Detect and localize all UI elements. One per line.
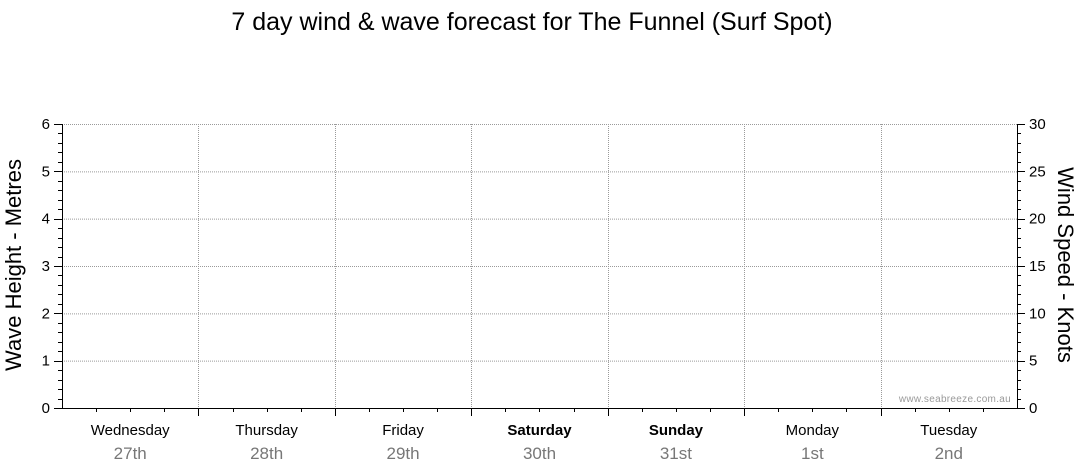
day-date-label: 29th xyxy=(387,444,420,463)
day-date-label: 2nd xyxy=(935,444,963,463)
right-tick-label: 0 xyxy=(1029,400,1037,417)
right-tick-label: 25 xyxy=(1029,163,1046,180)
chart-title: 7 day wind & wave forecast for The Funne… xyxy=(231,8,832,36)
right-tick-label: 30 xyxy=(1029,116,1046,133)
day-date-label: 1st xyxy=(801,444,824,463)
grid-lines xyxy=(62,124,1017,408)
day-name-label: Sunday xyxy=(649,422,704,439)
right-tick-label: 5 xyxy=(1029,353,1037,370)
left-tick-label: 0 xyxy=(42,400,50,417)
axes xyxy=(62,124,1018,416)
left-tick-label: 6 xyxy=(42,116,50,133)
day-name-label: Thursday xyxy=(235,422,298,439)
day-date-label: 31st xyxy=(660,444,692,463)
day-date-label: 27th xyxy=(114,444,147,463)
right-tick-label: 15 xyxy=(1029,258,1046,275)
day-name-label: Saturday xyxy=(507,422,572,439)
left-tick-label: 1 xyxy=(42,353,50,370)
left-axis-ticks: 0 1 2 3 4 5 6 xyxy=(42,116,62,417)
left-tick-label: 5 xyxy=(42,163,50,180)
day-name-label: Monday xyxy=(786,422,840,439)
right-tick-label: 20 xyxy=(1029,211,1046,228)
left-tick-label: 2 xyxy=(42,305,50,322)
left-tick-label: 3 xyxy=(42,258,50,275)
day-name-label: Friday xyxy=(382,422,424,439)
day-date-label: 28th xyxy=(250,444,283,463)
day-name-label: Tuesday xyxy=(920,422,977,439)
right-axis-ticks: 0 5 10 15 20 25 30 xyxy=(1017,116,1046,417)
watermark-text: www.seabreeze.com.au xyxy=(898,394,1011,405)
left-tick-label: 4 xyxy=(42,211,50,228)
left-axis-title: Wave Height - Metres xyxy=(1,159,26,371)
day-labels: Wednesday 27th Thursday 28th Friday 29th Satur… xyxy=(91,422,978,463)
right-axis-title: Wind Speed - Knots xyxy=(1053,167,1078,363)
day-name-label: Wednesday xyxy=(91,422,170,439)
right-tick-label: 10 xyxy=(1029,305,1046,322)
day-date-label: 30th xyxy=(523,444,556,463)
